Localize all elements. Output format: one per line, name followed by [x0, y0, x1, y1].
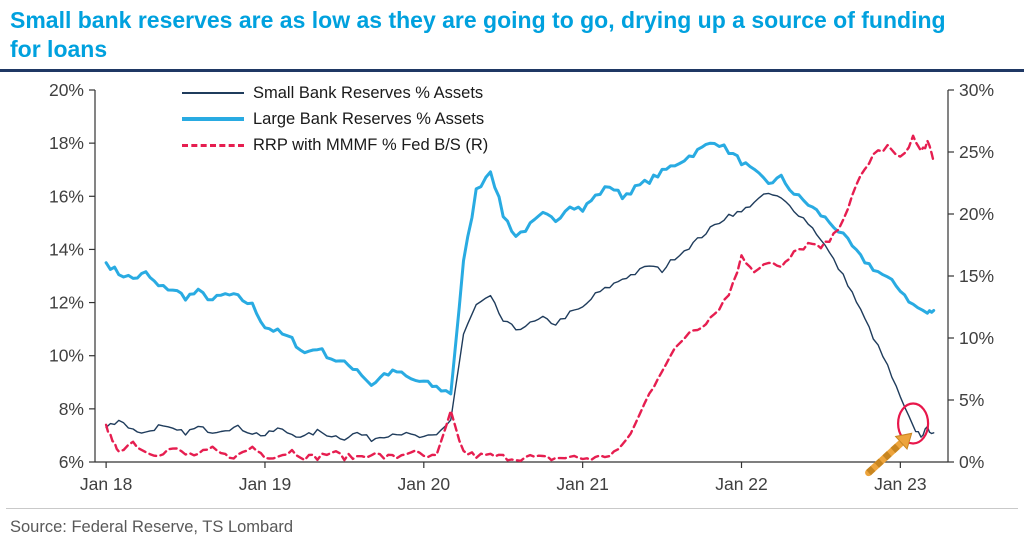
legend-label-small-bank: Small Bank Reserves % Assets: [253, 83, 484, 102]
right-axis-tick-label: 25%: [959, 142, 994, 162]
legend-line-sample-rrp: [182, 143, 244, 147]
x-axis-tick-label: Jan 21: [556, 474, 609, 494]
x-axis-tick-label: Jan 18: [80, 474, 133, 494]
left-axis-tick-label: 8%: [59, 399, 84, 419]
left-axis-tick-label: 18%: [49, 133, 84, 153]
source-divider: Source: Federal Reserve, TS Lombard: [6, 508, 1018, 537]
right-axis-tick-label: 0%: [959, 452, 984, 472]
source-text: Source: Federal Reserve, TS Lombard: [10, 518, 294, 536]
right-axis-tick-label: 15%: [959, 266, 994, 286]
legend-label-large-bank: Large Bank Reserves % Assets: [253, 109, 485, 128]
series-line-small-bank-reserves: [105, 192, 935, 443]
x-axis-tick-label: Jan 22: [715, 474, 768, 494]
legend-line-sample-large-bank: [182, 117, 244, 121]
legend-item-rrp: RRP with MMMF % Fed B/S (R): [182, 132, 488, 158]
left-axis-tick-label: 16%: [49, 186, 84, 206]
chart-legend: Small Bank Reserves % Assets Large Bank …: [182, 80, 488, 158]
right-axis-tick-label: 5%: [959, 390, 984, 410]
chart-area: 20% 18% 16% 14% 12% 10% 8% 6% 30% 25% 20% 15% 10% 5% 0…: [0, 74, 1024, 504]
x-axis-tick-label: Jan 20: [398, 474, 451, 494]
chart-title: Small bank reserves are as low as they a…: [0, 0, 1024, 64]
legend-label-rrp: RRP with MMMF % Fed B/S (R): [253, 135, 489, 154]
chart-title-line-2: for loans: [10, 36, 108, 62]
x-axis-tick-label: Jan 23: [874, 474, 927, 494]
chart-canvas: 20% 18% 16% 14% 12% 10% 8% 6% 30% 25% 20% 15% 10% 5% 0…: [49, 80, 994, 494]
series-line-large-bank-reserves: [104, 141, 936, 396]
right-axis-tick-label: 30%: [959, 80, 994, 100]
annotation-arrow-head: [894, 432, 913, 451]
left-axis-tick-label: 6%: [59, 452, 84, 472]
left-axis-tick-label: 10%: [49, 346, 84, 366]
left-axis-tick-label: 12%: [49, 293, 84, 313]
annotation-arrow-shaft-stripes: [866, 440, 903, 476]
right-axis-tick-label: 20%: [959, 204, 994, 224]
right-axis-tick-label: 10%: [959, 328, 994, 348]
left-axis-tick-label: 20%: [49, 80, 84, 100]
legend-item-small-bank: Small Bank Reserves % Assets: [182, 80, 488, 106]
left-axis-tick-label: 14%: [49, 239, 84, 259]
highlight-circle: [896, 402, 930, 445]
series-line-rrp-mmmf: [104, 134, 935, 462]
chart-title-line-1: Small bank reserves are as low as they a…: [10, 7, 946, 33]
title-underline-rule: [0, 69, 1024, 72]
x-axis-tick-label: Jan 19: [239, 474, 292, 494]
legend-item-large-bank: Large Bank Reserves % Assets: [182, 106, 488, 132]
legend-line-sample-small-bank: [182, 92, 244, 94]
